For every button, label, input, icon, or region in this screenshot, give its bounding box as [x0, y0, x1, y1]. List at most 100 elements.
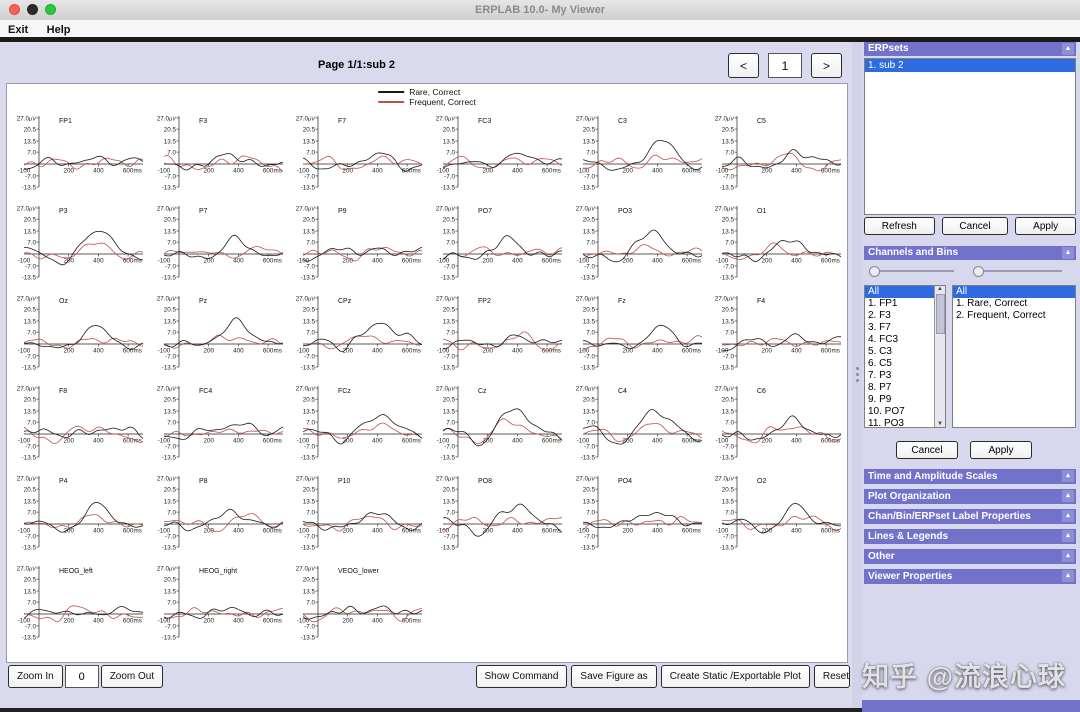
reset-button[interactable]: Reset: [813, 665, 850, 688]
collapse-arrow-icon[interactable]: ▴: [1062, 550, 1074, 562]
menu-exit[interactable]: Exit: [8, 24, 29, 36]
channels-cancel-button[interactable]: Cancel: [896, 441, 958, 459]
svg-text:-13.5: -13.5: [301, 185, 316, 192]
prev-page-button[interactable]: <: [728, 53, 759, 78]
svg-text:-100: -100: [437, 168, 450, 175]
section-header-time-and-amplitude-scales[interactable]: Time and Amplitude Scales ▴: [864, 469, 1076, 484]
channel-list-item[interactable]: 6. C5: [868, 358, 892, 369]
svg-text:27.0μV: 27.0μV: [715, 476, 735, 483]
bin-listbox[interactable]: All 1. Rare, Correct 2. Frequent, Correct: [952, 285, 1076, 428]
svg-text:7.0: 7.0: [307, 240, 316, 247]
channel-list-item[interactable]: 8. P7: [868, 382, 892, 393]
erpsets-cancel-button[interactable]: Cancel: [941, 217, 1009, 235]
section-header-channels-bins[interactable]: Channels and Bins ▲: [864, 246, 1076, 260]
collapse-arrow-icon[interactable]: ▴: [1062, 510, 1074, 522]
erpsets-apply-button[interactable]: Apply: [1015, 217, 1076, 235]
svg-text:400: 400: [233, 618, 244, 625]
svg-text:200: 200: [622, 348, 633, 355]
erp-subplot-cpz: 27.0μV 20.5 13.5 7.0 -7.0 -13.5 -100 200 400 600 m…: [288, 290, 428, 380]
scroll-up-icon[interactable]: ▲: [937, 286, 943, 292]
channel-list-item[interactable]: 1. FP1: [868, 298, 898, 309]
svg-text:600: 600: [123, 438, 134, 445]
channel-listbox[interactable]: All 1. FP1 2. F3 3. F7 4. FC3 5. C3 6. C5 7. P3…: [864, 285, 946, 428]
svg-text:200: 200: [203, 348, 214, 355]
bin-list-item[interactable]: 2. Frequent, Correct: [956, 310, 1046, 321]
channel-list-scrollbar[interactable]: ▲ ▼: [934, 286, 945, 427]
svg-text:ms: ms: [553, 438, 561, 445]
channel-list-item[interactable]: 9. P9: [868, 394, 892, 405]
create-static-plot-button[interactable]: Create Static /Exportable Plot: [660, 665, 810, 688]
zoom-out-button[interactable]: Zoom Out: [100, 665, 164, 688]
channel-list-item[interactable]: 2. F3: [868, 310, 891, 321]
zoom-window-button[interactable]: [45, 4, 56, 15]
svg-text:400: 400: [372, 438, 383, 445]
channel-list-item[interactable]: 3. F7: [868, 322, 891, 333]
scroll-down-icon[interactable]: ▼: [937, 421, 943, 427]
menu-help[interactable]: Help: [46, 24, 71, 36]
svg-text:13.5: 13.5: [163, 499, 176, 506]
channel-list-item[interactable]: 7. P3: [868, 370, 892, 381]
show-command-button[interactable]: Show Command: [475, 665, 568, 688]
svg-text:400: 400: [512, 348, 523, 355]
bin-list-item[interactable]: All: [953, 286, 1075, 298]
zoom-in-button[interactable]: Zoom In: [8, 665, 63, 688]
channel-list-item[interactable]: 10. PO7: [868, 406, 905, 417]
svg-text:-7.0: -7.0: [723, 173, 734, 180]
collapse-arrow-icon[interactable]: ▴: [1062, 570, 1074, 582]
panel-bottom-scrollbar[interactable]: [862, 700, 1080, 712]
collapse-arrow-icon[interactable]: ▲: [1062, 247, 1074, 259]
erp-subplot-p9: 27.0μV 20.5 13.5 7.0 -7.0 -13.5 -100 200 400 600 m…: [288, 200, 428, 290]
collapse-arrow-icon[interactable]: ▴: [1062, 490, 1074, 502]
page-number-input[interactable]: [768, 53, 802, 78]
scrollbar-thumb[interactable]: [936, 294, 945, 334]
section-header-lines-legends[interactable]: Lines & Legends ▴: [864, 529, 1076, 544]
erpset-listbox[interactable]: 1. sub 2: [864, 58, 1076, 215]
channel-list-item[interactable]: 5. C3: [868, 346, 892, 357]
svg-text:200: 200: [343, 528, 354, 535]
collapse-arrow-icon[interactable]: ▲: [1062, 43, 1074, 55]
bin-list-item[interactable]: 1. Rare, Correct: [956, 298, 1028, 309]
refresh-button[interactable]: Refresh: [864, 217, 935, 235]
svg-text:ms: ms: [832, 438, 840, 445]
channels-apply-button[interactable]: Apply: [970, 441, 1032, 459]
erpset-item[interactable]: 1. sub 2: [865, 59, 1075, 72]
svg-text:HEOG_right: HEOG_right: [199, 568, 237, 575]
section-header-other[interactable]: Other ▴: [864, 549, 1076, 564]
channel-list-item[interactable]: 4. FC3: [868, 334, 899, 345]
channels-bins-buttons: Cancel Apply: [896, 441, 1036, 459]
svg-text:ms: ms: [273, 258, 281, 265]
svg-text:-100: -100: [716, 438, 729, 445]
svg-text:400: 400: [93, 168, 104, 175]
svg-text:ms: ms: [553, 348, 561, 355]
svg-text:200: 200: [762, 438, 773, 445]
collapse-arrow-icon[interactable]: ▴: [1062, 530, 1074, 542]
erp-subplot-fc4: 27.0μV 20.5 13.5 7.0 -7.0 -13.5 -100 200 400 600 m…: [149, 380, 289, 470]
bin-list-slider[interactable]: [973, 266, 1062, 277]
section-header-erpsets[interactable]: ERPsets ▲: [864, 42, 1076, 56]
section-header-plot-organization[interactable]: Plot Organization ▴: [864, 489, 1076, 504]
svg-text:200: 200: [203, 258, 214, 265]
svg-text:7.0: 7.0: [27, 420, 36, 427]
channel-list-slider[interactable]: [869, 266, 954, 277]
svg-text:7.0: 7.0: [167, 420, 176, 427]
section-header-chan-bin-erpset-label-properties[interactable]: Chan/Bin/ERPset Label Properties ▴: [864, 509, 1076, 524]
zoom-value-input[interactable]: [64, 665, 99, 688]
svg-text:-100: -100: [18, 258, 31, 265]
svg-text:7.0: 7.0: [27, 150, 36, 157]
menu-bar: Exit Help: [0, 20, 1080, 37]
svg-text:600: 600: [681, 258, 692, 265]
collapse-arrow-icon[interactable]: ▴: [1062, 470, 1074, 482]
next-page-button[interactable]: >: [811, 53, 842, 78]
panel-splitter[interactable]: [852, 37, 862, 712]
channel-list-item[interactable]: All: [865, 286, 935, 298]
minimize-window-button[interactable]: [27, 4, 38, 15]
save-figure-button[interactable]: Save Figure as: [571, 665, 657, 688]
close-window-button[interactable]: [9, 4, 20, 15]
svg-text:P8: P8: [199, 478, 208, 485]
svg-text:-13.5: -13.5: [22, 365, 37, 372]
channel-list-item[interactable]: 11. PO3: [868, 418, 904, 427]
section-header-viewer-properties[interactable]: Viewer Properties ▴: [864, 569, 1076, 584]
svg-text:13.5: 13.5: [303, 319, 316, 326]
svg-text:-100: -100: [437, 348, 450, 355]
erp-subplot-p8: 27.0μV 20.5 13.5 7.0 -7.0 -13.5 -100 200 400 600 m…: [149, 470, 289, 560]
